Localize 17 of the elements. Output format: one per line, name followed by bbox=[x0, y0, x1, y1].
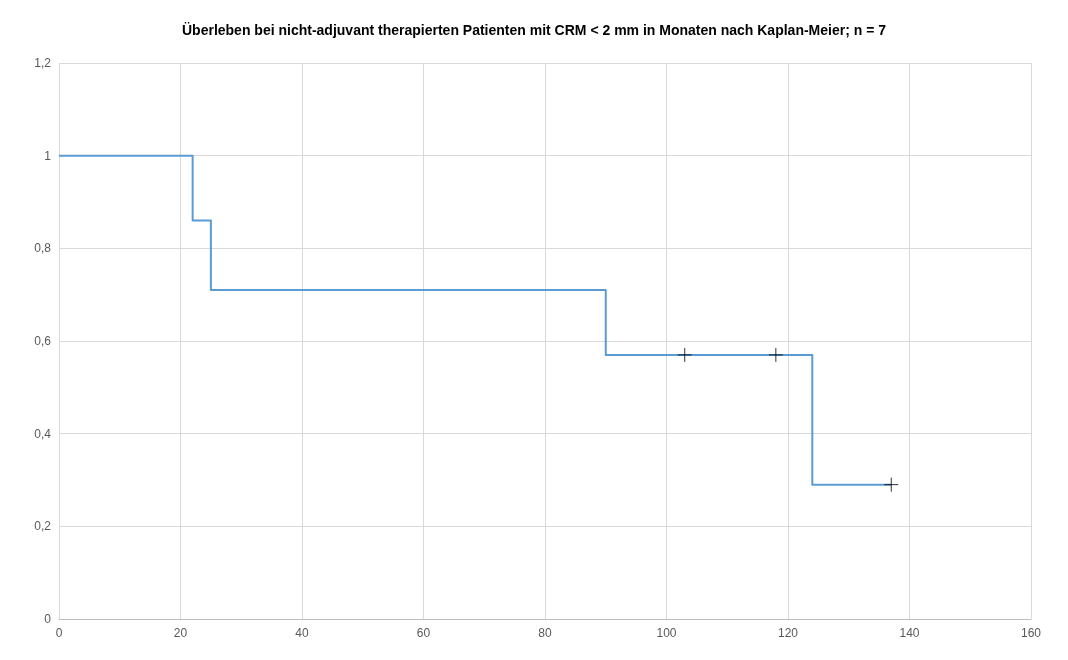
x-tick-label: 20 bbox=[173, 626, 188, 640]
x-tick-label: 120 bbox=[777, 626, 799, 640]
y-tick-label: 0,6 bbox=[34, 334, 52, 348]
y-tick-label: 0,2 bbox=[34, 519, 52, 534]
x-tick-label: 140 bbox=[899, 626, 920, 640]
x-tick-label: 100 bbox=[656, 626, 677, 640]
x-tick-label: 80 bbox=[538, 626, 552, 640]
x-tick-label: 40 bbox=[295, 626, 309, 640]
x-tick-label: 160 bbox=[1020, 626, 1042, 640]
y-tick-label: 1,2 bbox=[34, 56, 52, 70]
y-tick-label: 0,8 bbox=[34, 241, 52, 256]
chart-title: Überleben bei nicht-adjuvant therapierten Patienten mit CRM < 2 mm in Monaten nach Kaplan-Meier; n = 7 bbox=[181, 22, 887, 38]
x-tick-label: 0 bbox=[55, 626, 63, 640]
y-tick-label: 0 bbox=[44, 612, 52, 626]
y-tick-label: 1 bbox=[44, 148, 52, 163]
y-tick-label: 0,4 bbox=[34, 426, 52, 441]
x-tick-label: 60 bbox=[416, 626, 431, 640]
